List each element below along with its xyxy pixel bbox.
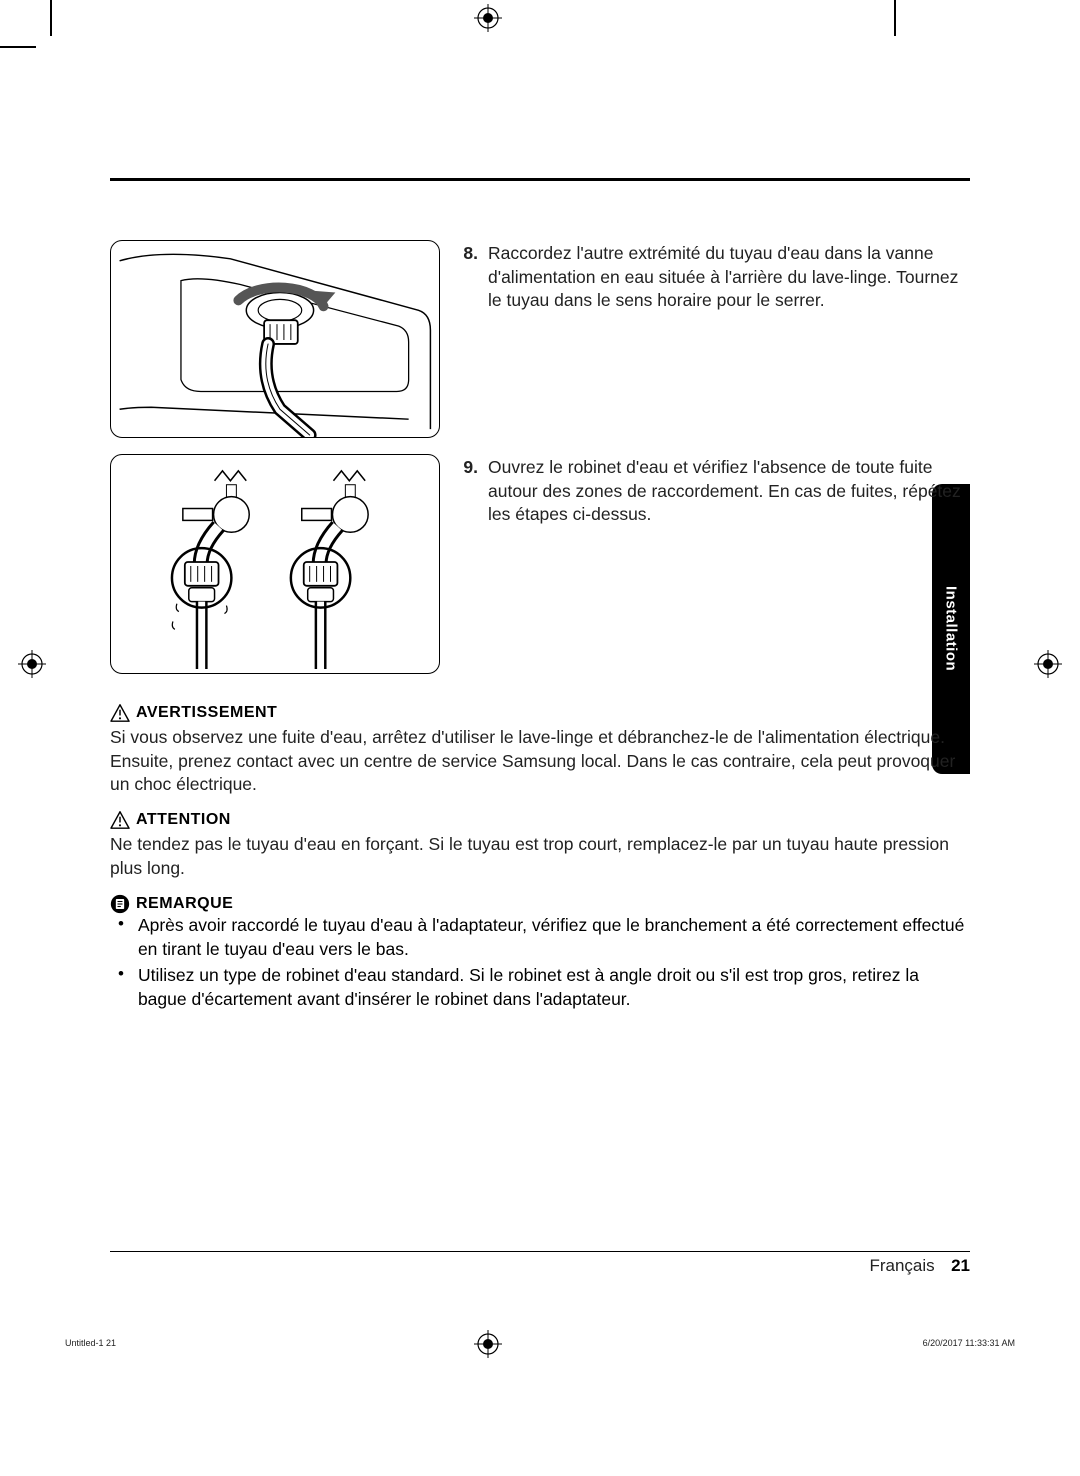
header-rule	[110, 178, 970, 181]
content-area: 8. Raccordez l'autre extrémité du tuyau …	[110, 240, 970, 1015]
step-number: 8.	[460, 242, 478, 438]
registration-mark-bottom	[474, 1330, 502, 1358]
crop-mark	[50, 0, 52, 36]
list-item: Utilisez un type de robinet d'eau standa…	[110, 964, 970, 1011]
crop-mark	[0, 46, 36, 48]
step-body: Ouvrez le robinet d'eau et vérifiez l'ab…	[488, 456, 970, 674]
caution-triangle-icon	[110, 811, 130, 829]
attention-title: ATTENTION	[110, 811, 970, 829]
step-body: Raccordez l'autre extrémité du tuyau d'e…	[488, 242, 970, 438]
page-footer: Français 21	[110, 1251, 970, 1276]
page: Installation	[0, 0, 1080, 1476]
callout-title-text: ATTENTION	[136, 811, 231, 829]
warning-triangle-icon	[110, 704, 130, 722]
print-footer-left: Untitled-1 21	[65, 1338, 116, 1348]
step-8-text: 8. Raccordez l'autre extrémité du tuyau …	[460, 240, 970, 438]
avertissement-block: AVERTISSEMENT Si vous observez une fuite…	[110, 704, 970, 1012]
attention-body: Ne tendez pas le tuyau d'eau en forçant.…	[110, 833, 970, 880]
callout-title-text: AVERTISSEMENT	[136, 704, 277, 722]
step-9-illustration	[110, 454, 440, 674]
avertissement-title: AVERTISSEMENT	[110, 704, 970, 722]
print-footer-right: 6/20/2017 11:33:31 AM	[923, 1338, 1015, 1348]
callout-title-text: REMARQUE	[136, 895, 233, 913]
registration-mark-top	[474, 4, 502, 32]
step-8-illustration	[110, 240, 440, 438]
list-item: Après avoir raccordé le tuyau d'eau à l'…	[110, 914, 970, 961]
registration-mark-left	[18, 650, 46, 678]
crop-mark	[894, 0, 896, 36]
footer-page-number: 21	[951, 1256, 970, 1275]
avertissement-body: Si vous observez une fuite d'eau, arrête…	[110, 726, 970, 797]
step-number: 9.	[460, 456, 478, 674]
step-9-text: 9. Ouvrez le robinet d'eau et vérifiez l…	[460, 454, 970, 674]
registration-mark-right	[1034, 650, 1062, 678]
step-8-row: 8. Raccordez l'autre extrémité du tuyau …	[110, 240, 970, 438]
step-9-row: 9. Ouvrez le robinet d'eau et vérifiez l…	[110, 454, 970, 674]
footer-language: Français	[869, 1256, 934, 1275]
note-icon	[110, 894, 130, 914]
remarque-title: REMARQUE	[110, 894, 970, 914]
remarque-list: Après avoir raccordé le tuyau d'eau à l'…	[110, 914, 970, 1012]
